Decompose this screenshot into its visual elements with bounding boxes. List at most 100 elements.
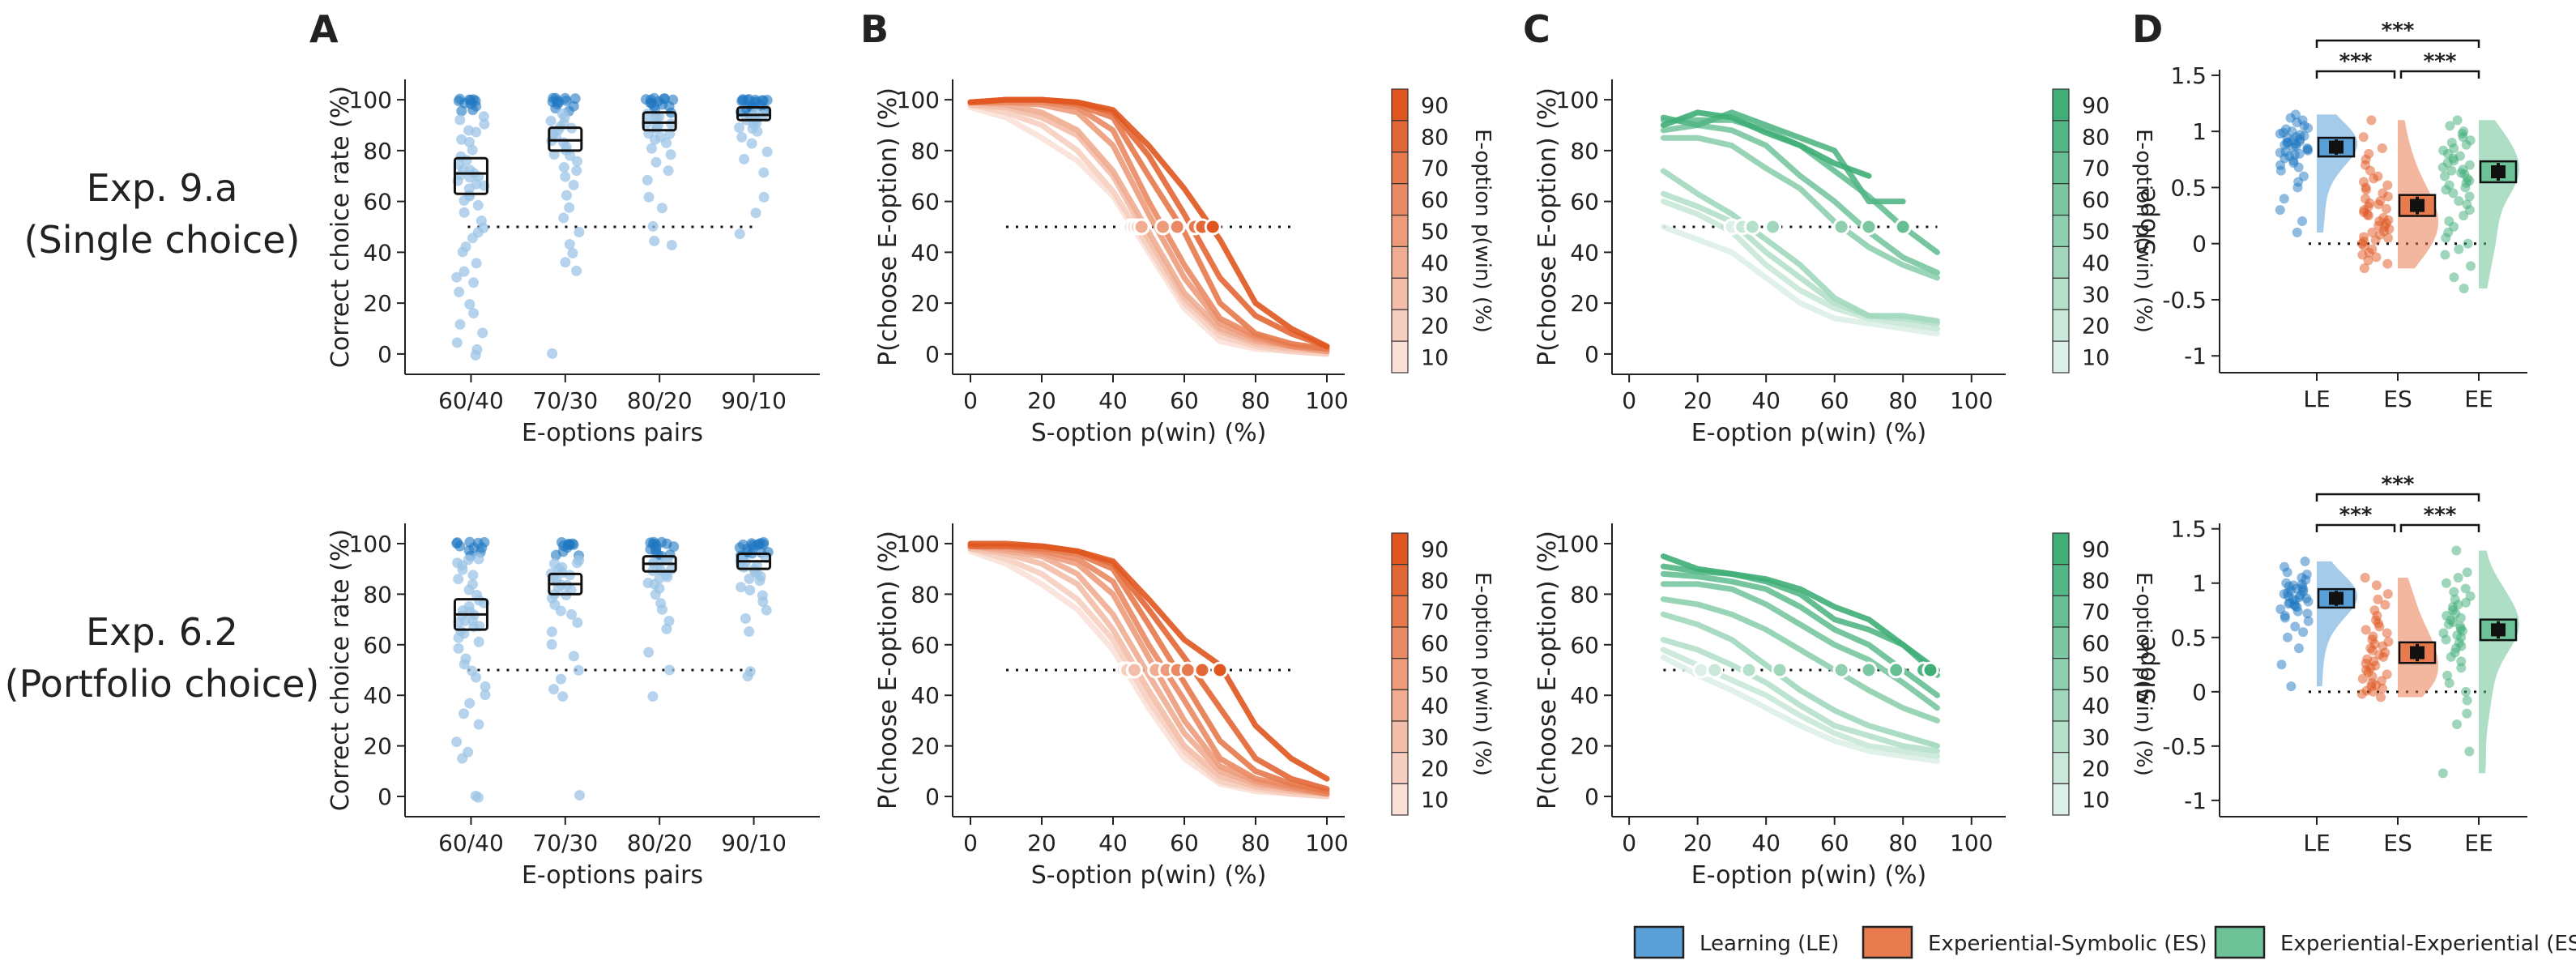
y-tick-label: 0 [377,783,392,810]
data-point [661,623,672,634]
y-tick-label: 0.5 [2170,174,2207,201]
panel-letter-c: C [1523,7,1550,51]
x-tick-label: 0 [1622,830,1636,856]
colorbar-cell-60 [1391,245,1409,279]
data-point [2293,162,2304,173]
indifference-point-90 [1204,218,1222,236]
x-tick-label: 40 [1751,387,1781,414]
box-80/20 [642,111,677,132]
indifference-point-40 [1771,661,1789,679]
data-point [463,584,475,595]
y-tick-label: 40 [363,682,392,709]
data-point [454,114,466,126]
data-point [647,691,659,702]
y-tick-label: 20 [1570,733,1599,760]
data-point [663,664,675,676]
data-point [568,179,579,190]
data-point [2356,689,2367,699]
x-tick-label: 40 [1098,387,1128,414]
colorbar-cell-30 [1391,595,1409,628]
colorbar-tick-label: 10 [1421,346,1448,371]
colorbar-tick-label: 80 [2082,125,2109,150]
legend: Learning (LE) Experiential-Symbolic (ES) E… [1633,925,2576,959]
data-point [2455,613,2466,623]
series-line-70 [1660,570,1940,698]
data-point [744,573,755,584]
data-point [471,258,482,269]
mean-marker [2329,591,2344,605]
x-tick-label: 40 [1098,830,1128,856]
colorbar-label: E-option p(win) (%) [2131,129,2156,333]
x-tick-label: 60/40 [438,387,504,414]
significance-label: *** [2339,503,2373,527]
data-point [2369,173,2379,184]
data-point [750,207,761,219]
data-point [565,150,576,161]
data-point [661,137,672,148]
violin-ES [2398,578,2438,698]
data-point [2448,188,2459,198]
data-point [2462,708,2472,719]
colorbar-cell-30 [2052,595,2070,628]
y-tick-label: 60 [363,189,392,216]
x-tick-label: EE [2464,830,2493,856]
data-point [2276,660,2287,670]
colorbar-cell-90 [2052,783,2070,816]
data-point [473,553,484,565]
data-point [2454,244,2464,254]
data-point [2382,589,2393,600]
data-point [2290,621,2301,632]
x-tick-label: 0 [963,387,978,414]
indifference-point-70 [1894,218,1912,236]
data-point [467,105,479,116]
panel-a-row-1: 0 20 40 60 80 100 60/40 70/30 80/20 90/10 E-option… [326,79,820,447]
data-point [456,105,467,117]
series-line-10 [1660,224,1940,337]
data-point [2359,263,2369,274]
violin-LE [2317,561,2357,687]
colorbar-cell-30 [1391,152,1409,185]
category-points-80/20 [640,92,679,250]
data-point [2381,203,2391,214]
y-tick-label: 80 [911,581,940,608]
colorbar-tick-label: 10 [1421,788,1448,813]
data-point [2440,250,2450,260]
colorbar-tick-label: 10 [2082,346,2109,371]
data-point [2373,594,2383,604]
series-line-20 [1660,198,1940,331]
data-point [2437,162,2448,173]
data-point [457,246,468,258]
x-tick-label: 40 [1751,830,1781,856]
colorbar-cell-10 [1391,532,1409,566]
data-point [2461,597,2472,608]
indifference-point-60 [1168,218,1186,236]
panel-letter-a: A [309,7,339,51]
data-point [2371,252,2382,263]
data-point [560,171,571,182]
data-point [2368,686,2378,697]
data-point [463,136,475,147]
x-tick-label: 20 [1027,387,1056,414]
panel-a-row-2: 0 20 40 60 80 100 60/40 70/30 80/20 90/10 E-option… [326,523,820,890]
data-point [2382,191,2393,202]
data-point [2449,272,2459,283]
y-tick-label: 1 [2192,570,2207,597]
data-point [656,604,667,615]
colorbar-tick-label: 80 [2082,569,2109,594]
data-point [451,337,463,348]
data-point [457,753,468,764]
y-tick-label: 0.5 [2170,625,2207,651]
y-axis-label: P(choose E-option) (%) [1533,531,1562,809]
colorbar-cell-20 [1391,120,1409,153]
colorbar-tick-label: 80 [1421,569,1448,594]
row-label-1-line-1: Exp. 9.a [87,166,238,210]
y-tick-label: 1.5 [2170,62,2207,89]
data-point [564,239,575,250]
data-point [744,626,755,638]
data-point [467,570,479,581]
colorbar-tick-label: 40 [2082,694,2109,719]
legend-label: Experiential-Experiential (ES) [2280,932,2576,956]
y-tick-label: 0 [925,783,940,810]
x-tick-label: EE [2464,386,2493,412]
indifference-point-20 [1706,661,1724,679]
